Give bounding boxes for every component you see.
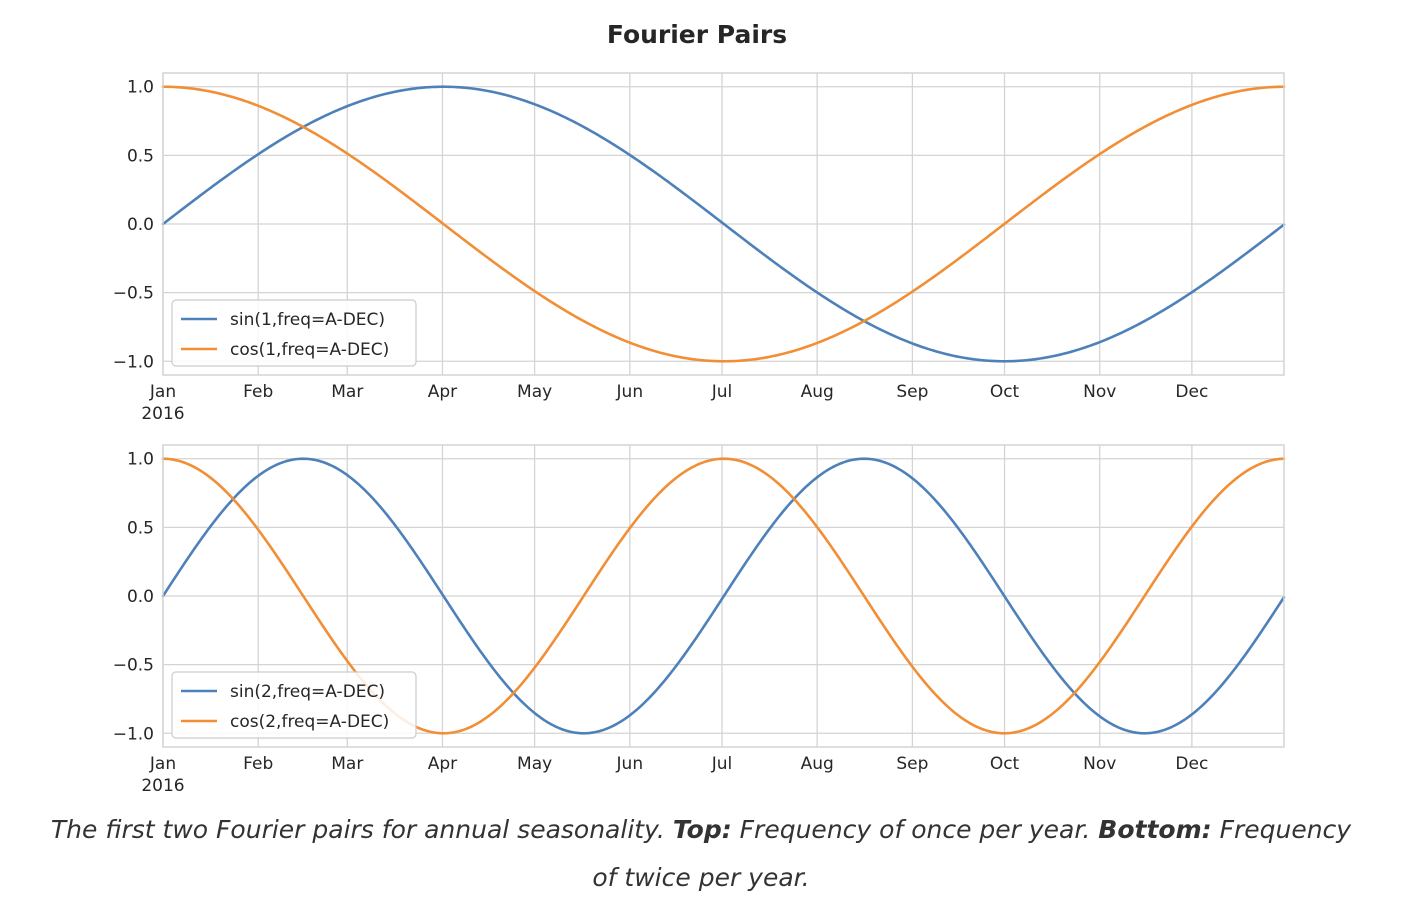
legend-label: sin(1,freq=A-DEC) <box>230 310 385 330</box>
legend-label: cos(1,freq=A-DEC) <box>230 340 389 360</box>
x-tick-label: Apr <box>428 754 457 774</box>
legend-label: sin(2,freq=A-DEC) <box>230 682 385 702</box>
y-tick-label: 1.0 <box>127 78 154 98</box>
y-tick-label: −1.0 <box>113 724 154 744</box>
series-line-sin-1 <box>161 85 1286 363</box>
caption-top-label: Top: <box>672 815 732 844</box>
x-tick-year-label: 2016 <box>141 404 184 424</box>
legend: sin(2,freq=A-DEC) cos(2,freq=A-DEC) <box>171 671 417 739</box>
legend-label: cos(2,freq=A-DEC) <box>230 712 389 732</box>
x-tick-label: Nov <box>1083 382 1116 402</box>
x-tick-label: Jul <box>711 382 733 402</box>
x-tick-label: Jul <box>711 754 733 774</box>
top-panel: 1.0 0.5 0.0 −0.5 −1.0 Jan Feb Mar Apr May Jun Jul Au… <box>113 72 1286 424</box>
x-tick-label: Oct <box>990 382 1020 402</box>
x-tick-label: Mar <box>331 382 363 402</box>
x-tick-label: Aug <box>801 382 834 402</box>
legend-box <box>171 299 417 367</box>
caption-intro: The first two Fourier pairs for annual s… <box>50 815 673 844</box>
x-tick-label: Aug <box>801 754 834 774</box>
x-tick-label: Sep <box>896 754 928 774</box>
caption-top-text: Frequency of once per year. <box>731 815 1099 844</box>
y-tick-label: 0.0 <box>127 587 154 607</box>
fourier-pairs-figure: Fourier Pairs 1.0 0.5 0.0 −0.5 −1.0 Jan Feb Mar… <box>113 20 1286 796</box>
x-tick-label: Mar <box>331 754 363 774</box>
series-line-sin-2 <box>161 457 1286 735</box>
x-tick-label: Oct <box>990 754 1020 774</box>
x-tick-label: Feb <box>243 754 273 774</box>
x-tick-label: Dec <box>1175 754 1208 774</box>
series-line-cos-2 <box>161 457 1286 735</box>
legend-box <box>171 671 417 739</box>
x-tick-label: Jan <box>149 754 176 774</box>
series-line-cos-1 <box>161 85 1286 363</box>
y-tick-label: −0.5 <box>113 284 154 304</box>
chart-title: Fourier Pairs <box>607 20 787 49</box>
x-tick-label: Nov <box>1083 754 1116 774</box>
x-tick-label: Feb <box>243 382 273 402</box>
caption-bottom-text-1: Frequency <box>1211 815 1352 844</box>
x-tick-label: May <box>517 754 552 774</box>
caption-bottom-label: Bottom: <box>1098 815 1212 844</box>
x-tick-label: Apr <box>428 382 457 402</box>
x-tick-year-label: 2016 <box>141 776 184 796</box>
y-tick-label: 0.0 <box>127 215 154 235</box>
y-tick-label: 1.0 <box>127 450 154 470</box>
x-tick-label: Jan <box>149 382 176 402</box>
y-tick-label: −1.0 <box>113 352 154 372</box>
legend: sin(1,freq=A-DEC) cos(1,freq=A-DEC) <box>171 299 417 367</box>
x-tick-label: Jun <box>616 382 644 402</box>
figure-caption: The first two Fourier pairs for annual s… <box>0 806 1402 902</box>
axes-frame <box>162 72 1285 376</box>
caption-line-2: of twice per year. <box>592 863 810 892</box>
y-tick-label: 0.5 <box>127 146 154 166</box>
bottom-panel: 1.0 0.5 0.0 −0.5 −1.0 Jan Feb Mar Apr May Jun Jul Au… <box>113 444 1286 796</box>
x-tick-label: Sep <box>896 382 928 402</box>
y-tick-label: −0.5 <box>113 656 154 676</box>
y-tick-label: 0.5 <box>127 518 154 538</box>
x-tick-label: Dec <box>1175 382 1208 402</box>
x-tick-label: Jun <box>616 754 644 774</box>
caption-line-1: The first two Fourier pairs for annual s… <box>0 806 1402 854</box>
x-tick-label: May <box>517 382 552 402</box>
axes-frame <box>162 444 1285 748</box>
